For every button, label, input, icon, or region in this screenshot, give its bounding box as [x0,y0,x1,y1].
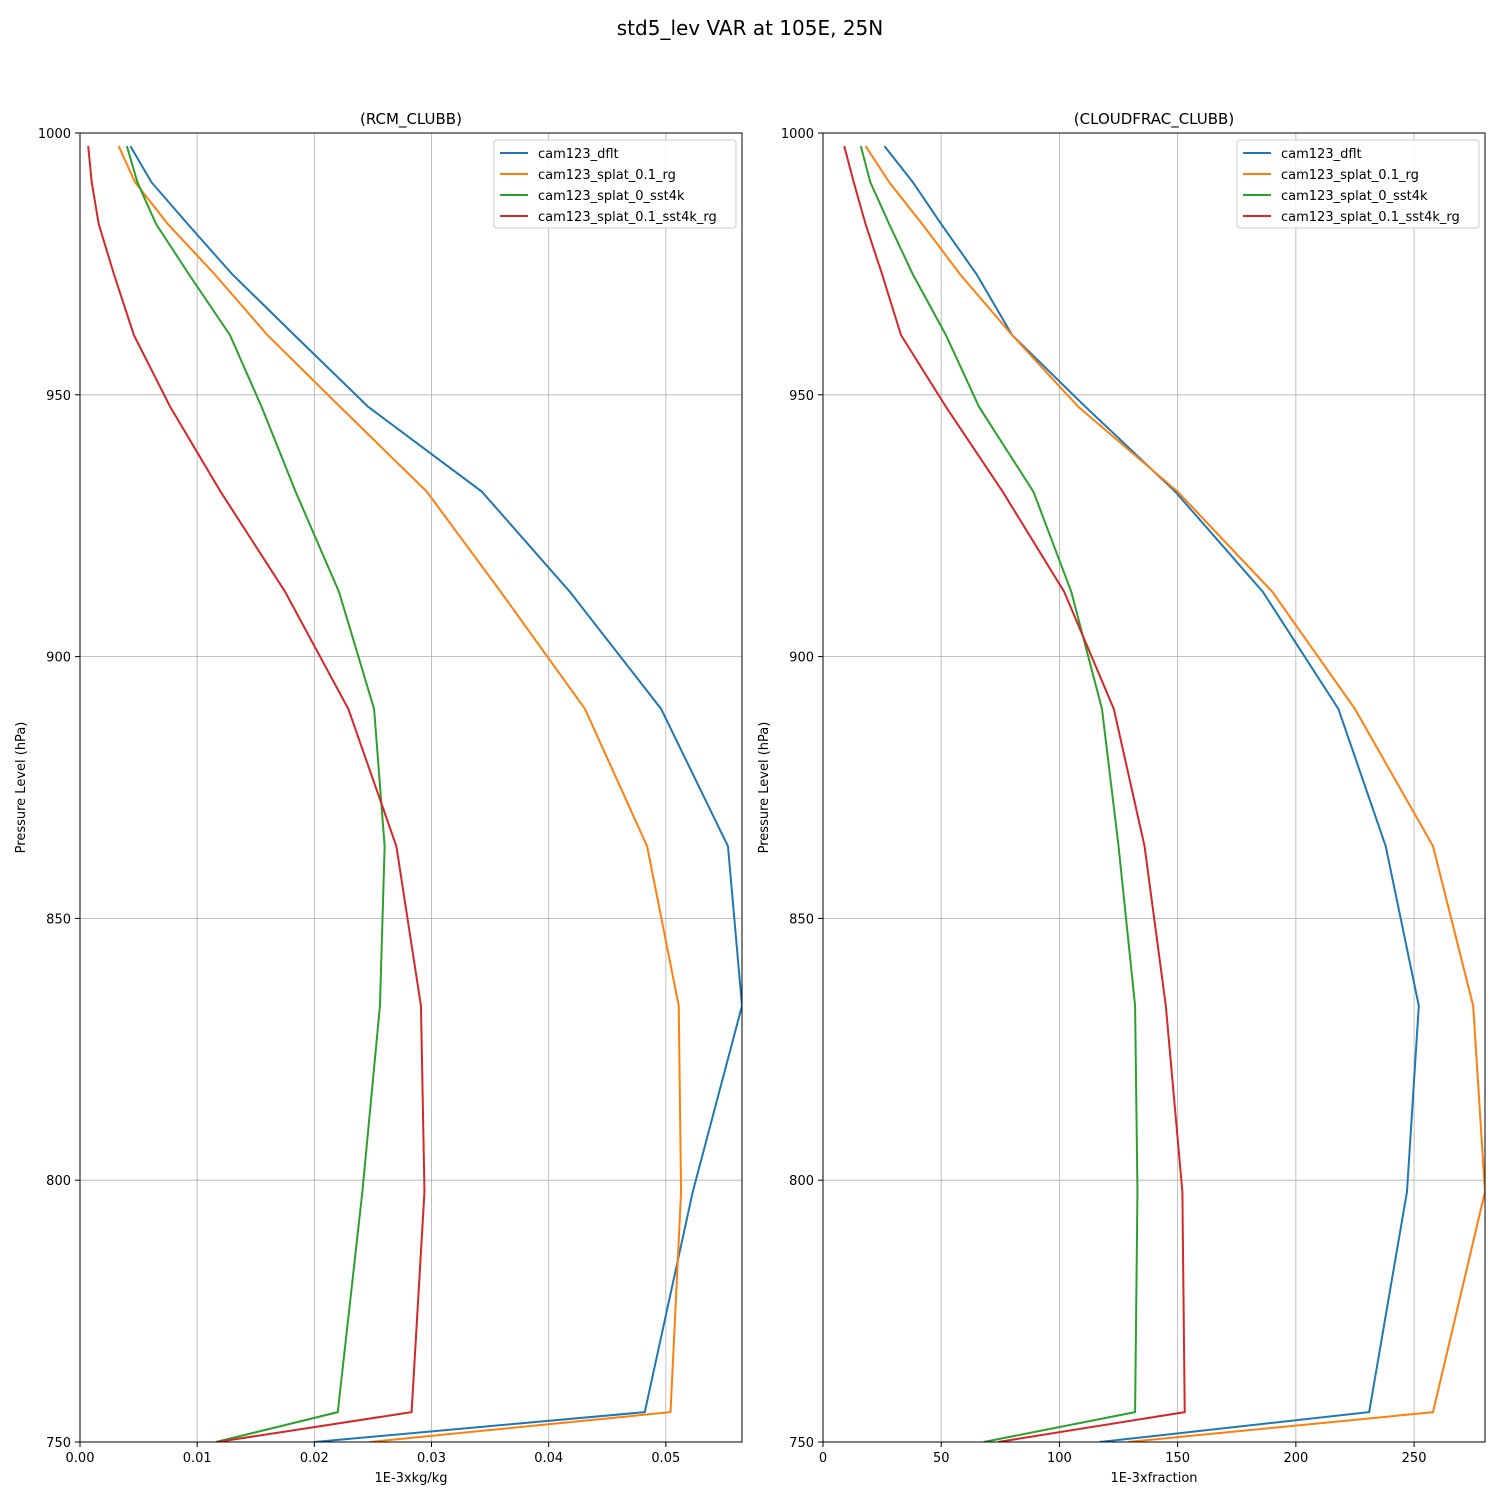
y-tick-label: 850 [789,912,814,927]
x-tick-label: 0.04 [534,1451,563,1466]
y-tick-label: 900 [789,651,814,666]
x-axis-label: 1E-3xkg/kg [374,1471,447,1486]
x-tick-label: 0.03 [417,1451,446,1466]
x-tick-label: 50 [933,1451,950,1466]
y-tick-label: 800 [46,1174,71,1189]
figure-title: std5_lev VAR at 105E, 25N [616,16,884,40]
x-tick-label: 200 [1283,1451,1308,1466]
x-tick-label: 100 [1047,1451,1072,1466]
x-tick-label: 0.01 [183,1451,212,1466]
chart-title: (CLOUDFRAC_CLUBB) [1074,110,1234,129]
x-tick-label: 0.00 [66,1451,95,1466]
x-tick-label: 250 [1402,1451,1427,1466]
legend-label: cam123_splat_0_sst4k [1281,189,1428,204]
series-line-cam123_splat_0_sst4k [125,145,386,1442]
series-line-cam123_splat_0.1_sst4k_rg [87,145,426,1442]
y-axis-label: Pressure Level (hPa) [757,722,772,854]
series-line-cam123_splat_0_sst4k [859,145,1139,1442]
legend-label: cam123_splat_0.1_rg [538,168,676,183]
y-tick-label: 750 [46,1436,71,1451]
y-tick-label: 750 [789,1436,814,1451]
plot-frame [79,132,743,1443]
x-tick-label: 0 [819,1451,827,1466]
x-tick-label: 150 [1165,1451,1190,1466]
series-line-cam123_dflt [883,145,1420,1442]
y-tick-label: 1000 [38,127,71,142]
y-tick-label: 800 [789,1174,814,1189]
legend-label: cam123_splat_0.1_sst4k_rg [538,210,717,225]
y-axis-label: Pressure Level (hPa) [14,722,29,854]
series-line-cam123_splat_0.1_rg [864,145,1485,1442]
legend-label: cam123_dflt [1281,147,1362,162]
y-tick-label: 950 [789,389,814,404]
legend-box [493,139,737,229]
x-axis-label: 1E-3xfraction [1110,1471,1197,1486]
legend: cam123_dflt cam123_splat_0.1_rg cam123_spl… [1236,139,1480,229]
chart-title: (RCM_CLUBB) [360,110,462,129]
chart-panel-1: 0.00 0.01 0.02 0.03 0.04 0.05 750 800 850 900 950 1… [14,110,743,1486]
legend-label: cam123_splat_0.1_sst4k_rg [1281,210,1460,225]
series-line-cam123_splat_0.1_rg [117,145,683,1442]
chart-panel-2: 0 50 100 150 200 250 750 800 850 900 950 1000 (CLOUD… [757,110,1486,1486]
y-tick-label: 900 [46,651,71,666]
legend-label: cam123_splat_0.1_rg [1281,168,1419,183]
plot-frame [822,132,1486,1443]
legend: cam123_dflt cam123_splat_0.1_rg cam123_spl… [493,139,737,229]
legend-label: cam123_dflt [538,147,619,162]
y-tick-label: 850 [46,912,71,927]
series-line-cam123_splat_0.1_sst4k_rg [843,145,1186,1442]
x-tick-label: 0.05 [651,1451,680,1466]
series-line-cam123_dflt [129,145,742,1442]
y-tick-label: 1000 [781,127,814,142]
legend-label: cam123_splat_0_sst4k [538,189,685,204]
y-tick-label: 950 [46,389,71,404]
legend-box [1236,139,1480,229]
x-tick-label: 0.02 [300,1451,329,1466]
